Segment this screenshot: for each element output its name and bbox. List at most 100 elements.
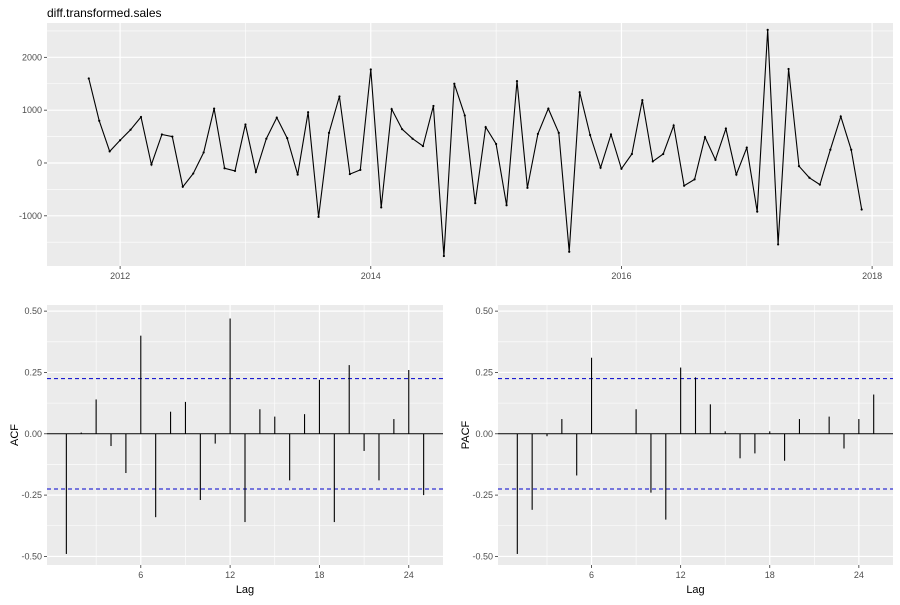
y-tick-label: -0.25: [472, 490, 493, 500]
acf-panel: -0.50 -0.25 0.00 0.25 0.50 6 12 18 24 Lag ACF: [9, 305, 443, 596]
data-point: [787, 67, 790, 71]
data-point: [609, 133, 613, 136]
x-tick-label: 6: [589, 570, 594, 580]
x-tick-label: 2018: [862, 271, 882, 281]
x-tick-label: 6: [138, 570, 143, 580]
x-tick-label: 2014: [361, 271, 381, 281]
y-tick-label: 0.25: [475, 367, 493, 377]
data-point: [108, 150, 111, 153]
data-point: [432, 104, 435, 108]
x-tick-label: 24: [404, 570, 414, 580]
data-point: [202, 151, 205, 154]
data-point: [390, 108, 393, 111]
x-tick-label: 18: [765, 570, 775, 580]
data-point: [348, 172, 351, 176]
data-point: [495, 142, 498, 146]
data-point: [338, 95, 341, 98]
data-point: [662, 152, 665, 156]
y-tick-label: 0.00: [24, 429, 42, 439]
data-point: [421, 144, 425, 148]
data-point: [411, 137, 414, 140]
data-point: [683, 184, 686, 187]
x-tick-label: 18: [314, 570, 324, 580]
data-point: [265, 137, 268, 140]
x-axis-title: Lag: [236, 584, 254, 596]
data-point: [703, 136, 707, 139]
data-point: [244, 123, 247, 126]
data-point: [568, 250, 571, 253]
y-tick-label: 0.00: [475, 429, 493, 439]
data-point: [171, 135, 174, 138]
data-point: [829, 148, 832, 151]
data-point: [296, 173, 299, 176]
y-tick-label: -0.50: [472, 551, 493, 561]
data-point: [139, 115, 143, 119]
data-point: [474, 202, 477, 205]
data-point: [369, 68, 372, 71]
data-point: [724, 127, 727, 130]
data-point: [756, 210, 759, 213]
y-tick-label: 0: [37, 158, 42, 168]
data-point: [181, 185, 184, 188]
data-point: [599, 166, 602, 169]
data-point: [505, 204, 508, 207]
data-point: [714, 158, 717, 161]
y-tick-label: 0.50: [24, 306, 42, 316]
data-point: [213, 107, 216, 110]
data-point: [797, 165, 801, 168]
y-tick-label: -0.50: [21, 551, 42, 561]
data-point: [119, 139, 122, 142]
data-point: [380, 206, 383, 209]
data-point: [87, 77, 90, 80]
data-point: [745, 146, 748, 149]
chart-title: diff.transformed.sales: [47, 6, 162, 20]
data-point: [453, 82, 456, 85]
data-point: [401, 128, 404, 131]
x-tick-label: 12: [676, 570, 686, 580]
data-point: [526, 186, 529, 189]
data-point: [286, 137, 289, 140]
timeseries-panel: -1000 0 1000 2000 2012 2014 2016 2018 diff.trans…: [19, 6, 893, 281]
data-point: [98, 119, 101, 122]
data-point: [808, 176, 811, 179]
x-axis-title: Lag: [686, 584, 704, 596]
y-tick-label: 1000: [22, 105, 42, 115]
data-point: [484, 125, 487, 129]
y-tick-label: 2000: [22, 52, 42, 62]
y-tick-label: 0.25: [24, 367, 42, 377]
data-point: [672, 124, 675, 127]
y-axis-title: ACF: [9, 424, 21, 446]
data-point: [860, 208, 863, 211]
data-point: [359, 168, 362, 171]
y-tick-label: -1000: [19, 211, 42, 221]
data-point: [150, 163, 153, 166]
data-point: [129, 128, 132, 131]
panel-background: [498, 305, 893, 565]
data-point: [463, 114, 466, 117]
data-point: [818, 183, 821, 186]
x-tick-label: 12: [225, 570, 235, 580]
data-point: [442, 254, 445, 258]
data-point: [620, 167, 623, 170]
data-point: [223, 167, 226, 170]
data-point: [192, 172, 195, 175]
data-point: [735, 173, 738, 176]
data-point: [693, 178, 696, 181]
data-point: [547, 107, 550, 110]
data-point: [777, 243, 780, 246]
data-point: [536, 132, 539, 136]
data-point: [589, 133, 592, 137]
data-point: [275, 116, 278, 119]
data-point: [766, 28, 769, 31]
data-point: [254, 170, 257, 174]
data-point: [850, 148, 853, 151]
data-point: [630, 152, 633, 156]
data-point: [641, 99, 644, 102]
panel-background: [47, 23, 893, 266]
x-tick-label: 2016: [611, 271, 631, 281]
data-point: [557, 131, 560, 134]
data-point: [515, 80, 519, 83]
data-point: [307, 111, 310, 114]
